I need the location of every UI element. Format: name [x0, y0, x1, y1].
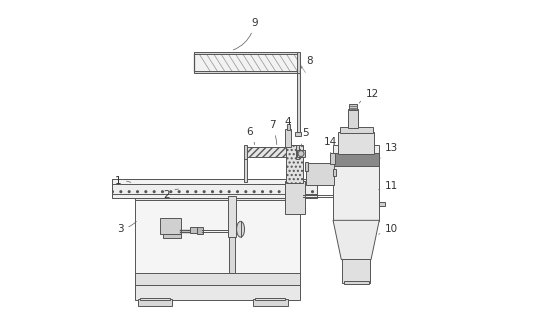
Text: 1: 1 [114, 176, 131, 186]
Bar [253, 299, 288, 306]
Bar [286, 129, 292, 147]
Text: 9: 9 [233, 18, 258, 50]
Bar [295, 132, 301, 136]
Bar [348, 109, 358, 128]
Bar [349, 105, 357, 110]
Bar [112, 194, 317, 198]
Text: 12: 12 [359, 89, 379, 103]
Bar [340, 127, 373, 134]
Bar [197, 226, 203, 234]
Text: 14: 14 [324, 137, 337, 153]
Text: 7: 7 [269, 120, 277, 145]
Text: 11: 11 [379, 181, 398, 191]
Ellipse shape [237, 221, 245, 237]
Bar [244, 158, 247, 182]
Bar [140, 298, 170, 300]
Bar [286, 145, 303, 183]
Bar [112, 194, 317, 198]
Bar [297, 52, 300, 73]
Bar [333, 145, 379, 221]
Bar [163, 233, 181, 238]
Text: 2: 2 [163, 189, 178, 199]
Bar [329, 153, 335, 164]
Bar [333, 153, 379, 166]
Bar [135, 285, 300, 300]
Bar [160, 218, 181, 234]
Bar [135, 273, 300, 285]
Bar [255, 298, 285, 300]
Bar [333, 169, 336, 176]
Bar [228, 196, 236, 237]
Bar [296, 146, 299, 159]
Bar [112, 179, 317, 185]
Polygon shape [333, 220, 379, 260]
Bar [285, 181, 305, 214]
Bar [229, 197, 235, 273]
Text: 4: 4 [284, 117, 291, 127]
Text: 6: 6 [246, 127, 254, 145]
Text: 13: 13 [381, 143, 398, 158]
Bar [135, 197, 300, 199]
Bar [244, 146, 247, 159]
Ellipse shape [298, 151, 304, 157]
Text: 3: 3 [117, 221, 136, 234]
Bar [297, 150, 304, 157]
Bar [191, 227, 198, 233]
Bar [138, 299, 172, 306]
Bar [112, 184, 317, 194]
Bar [135, 198, 300, 274]
Bar [305, 162, 308, 171]
Bar [342, 259, 371, 283]
Bar [194, 53, 299, 72]
Bar [297, 72, 300, 134]
Bar [379, 202, 384, 206]
Text: 5: 5 [301, 129, 309, 146]
Bar [112, 184, 317, 194]
Bar [287, 124, 290, 130]
Bar [338, 133, 374, 154]
Bar [112, 179, 317, 185]
Text: 8: 8 [300, 56, 313, 71]
Bar [194, 52, 299, 54]
Bar [344, 281, 368, 284]
Bar [194, 71, 299, 73]
Bar [246, 147, 297, 157]
Bar [306, 163, 334, 185]
Text: 10: 10 [379, 224, 398, 234]
